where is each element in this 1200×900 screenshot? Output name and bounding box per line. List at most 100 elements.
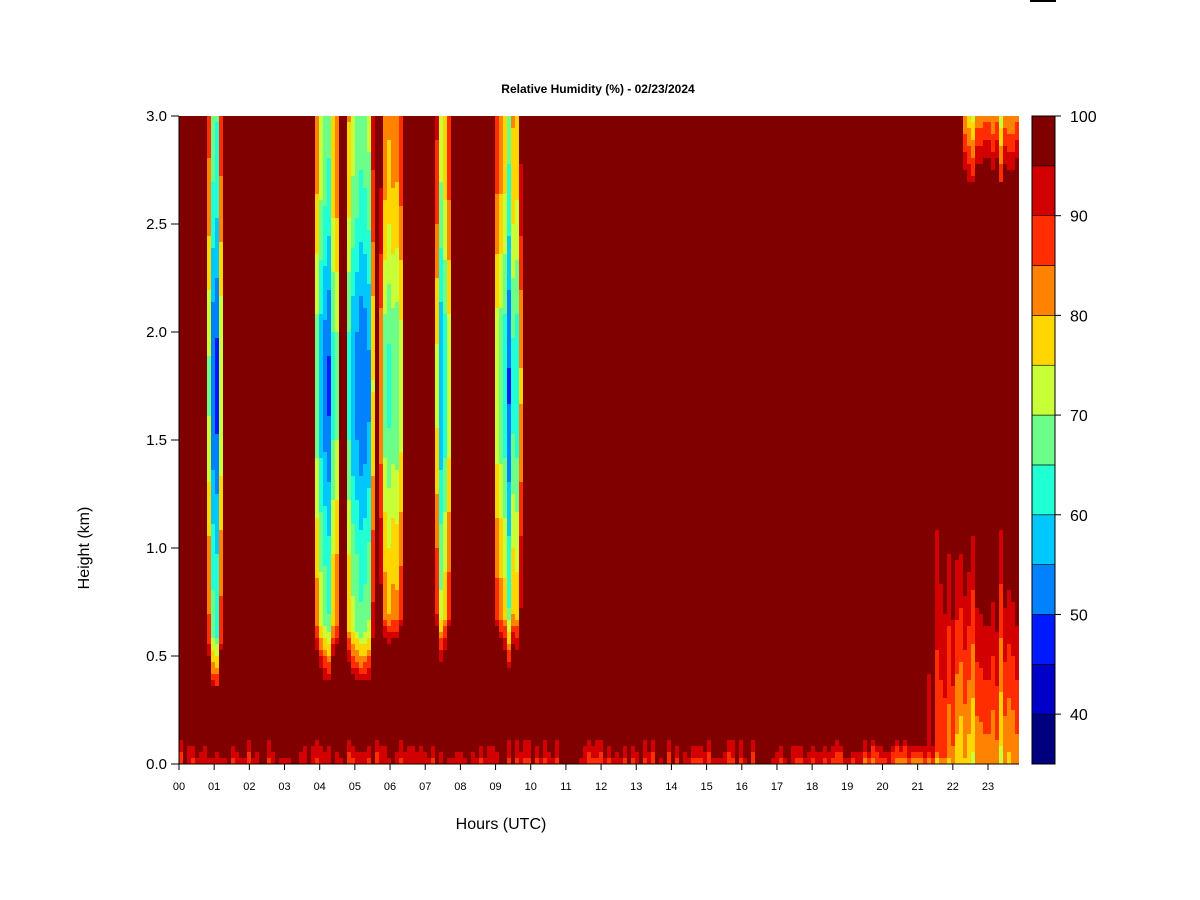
heatmap-cell [219, 530, 223, 596]
heatmap-cell [583, 746, 587, 764]
heatmap-cell [395, 620, 399, 632]
heatmap-cell [495, 518, 499, 578]
heatmap-cell [435, 548, 439, 614]
heatmap-cell [511, 614, 515, 626]
heatmap-cell [995, 632, 999, 686]
heatmap-cell [323, 626, 327, 638]
heatmap-cell [443, 314, 447, 458]
heatmap-cell [999, 164, 1003, 182]
heatmap-cell [947, 704, 951, 758]
heatmap-cell [335, 332, 339, 440]
heatmap-cell [435, 344, 439, 428]
heatmap-cell [543, 740, 547, 758]
heatmap-cell [499, 116, 503, 194]
heatmap-cell [367, 668, 371, 680]
heatmap-cell [207, 644, 211, 656]
heatmap-cell [951, 686, 955, 746]
heatmap-cell [931, 746, 935, 758]
heatmap-cell [359, 242, 363, 296]
heatmap-cell [515, 314, 519, 458]
heatmap-cell [975, 116, 979, 128]
heatmap-cell [439, 470, 443, 524]
heatmap-cell [367, 230, 371, 284]
heatmap-cell [447, 200, 451, 260]
heatmap-cell [883, 758, 887, 764]
heatmap-cell [899, 746, 903, 752]
heatmap-cell [439, 590, 443, 620]
heatmap-cell [507, 620, 511, 632]
y-tick-label: 0.5 [146, 648, 167, 665]
heatmap-cell [595, 740, 599, 758]
heatmap-cell [303, 746, 307, 764]
heatmap-cell [515, 638, 519, 650]
heatmap-cell [835, 752, 839, 764]
heatmap-cell [207, 614, 211, 644]
heatmap-cell [499, 254, 503, 308]
heatmap-cell [323, 650, 327, 656]
heatmap-cell [359, 476, 363, 530]
heatmap-cell [363, 464, 367, 518]
heatmap-cell [351, 746, 355, 758]
heatmap-cell [1015, 140, 1019, 158]
heatmap-cell [971, 752, 975, 764]
heatmap-cell [503, 638, 507, 650]
heatmap-cell [875, 746, 879, 752]
heatmap-cell [383, 620, 387, 626]
heatmap-cell [855, 752, 859, 764]
heatmap-cell [503, 518, 507, 578]
heatmap-cell [979, 128, 983, 146]
heatmap-cell [599, 740, 603, 752]
heatmap-cell [687, 758, 691, 764]
heatmap-cell [211, 590, 215, 638]
heatmap-cell [223, 758, 227, 764]
heatmap-cell [651, 752, 655, 764]
heatmap-cell [387, 632, 391, 644]
heatmap-cell [495, 578, 499, 620]
heatmap-cell [915, 752, 919, 758]
heatmap-cell [591, 758, 595, 764]
heatmap-cell [503, 578, 507, 620]
heatmap-cell [327, 632, 331, 644]
x-tick-label: 16 [736, 781, 748, 793]
heatmap-cell [939, 758, 943, 764]
heatmap-cell [971, 122, 975, 140]
x-tick-label: 05 [349, 781, 361, 793]
heatmap-cell [351, 632, 355, 644]
heatmap-cell [215, 638, 219, 644]
heatmap-cell [315, 254, 319, 314]
heatmap-cell [499, 308, 503, 464]
heatmap-cell [367, 746, 371, 758]
heatmap-cell [367, 650, 371, 656]
heatmap-cell [515, 626, 519, 638]
heatmap-cell [983, 122, 987, 140]
heatmap-cell [347, 332, 351, 440]
heatmap-cell [507, 482, 511, 536]
heatmap-cell [963, 650, 967, 704]
heatmap-cell [999, 530, 1003, 584]
heatmap-cell [215, 278, 219, 338]
heatmap-cell [207, 158, 211, 236]
heatmap-cell [851, 752, 855, 758]
heatmap-cell [1007, 116, 1011, 134]
heatmap-cell [711, 758, 715, 764]
heatmap-cell [319, 200, 323, 260]
heatmap-cell [939, 584, 943, 680]
heatmap-cell [515, 200, 519, 260]
heatmap-cell [335, 500, 339, 554]
heatmap-cell [915, 758, 919, 764]
heatmap-cell [395, 632, 399, 638]
heatmap-cell [551, 758, 555, 764]
heatmap-cell [515, 572, 519, 620]
heatmap-cell [379, 464, 383, 518]
heatmap-cell [799, 746, 803, 758]
heatmap-cell [799, 758, 803, 764]
heatmap-cell [319, 638, 323, 650]
heatmap-cell [315, 518, 319, 578]
heatmap-cell [211, 758, 215, 764]
heatmap-cell [439, 116, 443, 182]
heatmap-cell [363, 674, 367, 680]
heatmap-cell [791, 746, 795, 764]
heatmap-cell [315, 758, 319, 764]
heatmap-cell [959, 716, 963, 764]
heatmap-cell [507, 632, 511, 644]
